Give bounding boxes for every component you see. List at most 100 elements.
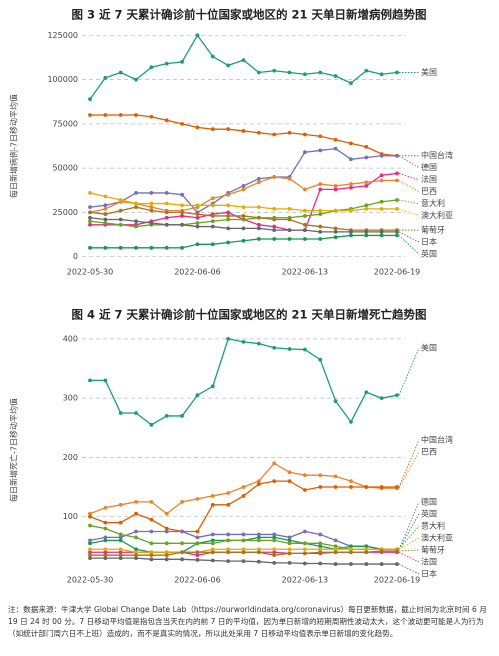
data-point [287, 347, 292, 351]
data-point [164, 550, 169, 555]
data-point [241, 532, 246, 537]
data-point [226, 127, 231, 132]
data-point [118, 520, 123, 525]
data-point [349, 185, 353, 190]
data-point [118, 70, 123, 75]
data-point [287, 535, 292, 540]
data-point [226, 538, 231, 543]
footnote: 注：数据来源：牛津大学 Global Change Date Lab（https… [8, 605, 487, 638]
label-connector [398, 513, 420, 550]
data-point [256, 479, 261, 484]
y-tick-label: 25000 [53, 208, 78, 217]
data-point [180, 222, 185, 227]
data-point [149, 557, 154, 562]
data-point [303, 222, 307, 227]
data-point [149, 553, 154, 558]
data-point [395, 198, 399, 202]
y-tick-label: 75000 [53, 119, 78, 128]
data-point [333, 562, 338, 566]
data-point [333, 544, 338, 549]
data-point [103, 538, 108, 543]
data-point [395, 233, 399, 238]
y-tick-label: 400 [63, 334, 78, 343]
x-tick-label: 2022-06-19 [374, 268, 421, 277]
data-point [379, 206, 384, 211]
data-point [195, 393, 200, 398]
data-point [364, 229, 369, 234]
data-point [226, 63, 231, 68]
data-point [210, 219, 215, 224]
x-tick-label: 2022-06-06 [174, 268, 221, 277]
data-point [287, 470, 292, 475]
data-point [164, 191, 169, 195]
label-connector [398, 231, 420, 243]
data-point [134, 205, 138, 209]
data-point [226, 217, 231, 222]
data-point [118, 532, 123, 537]
data-point [210, 541, 215, 546]
label-connector [398, 451, 420, 489]
data-point [256, 176, 261, 181]
data-point [226, 559, 231, 564]
data-point [195, 224, 200, 229]
data-point [256, 341, 261, 346]
data-point [303, 132, 307, 137]
legend-label: 葡萄牙 [421, 545, 445, 555]
data-point [210, 550, 215, 555]
data-point [287, 176, 292, 181]
label-connector [398, 208, 420, 217]
data-point [287, 217, 292, 222]
data-point [118, 222, 123, 227]
data-point [318, 134, 323, 139]
legend-label: 美国 [421, 342, 437, 352]
data-point [134, 77, 138, 82]
data-point [210, 224, 215, 229]
data-point [272, 237, 277, 241]
data-point [349, 233, 353, 238]
chart-title: 图 4 近 7 天累计确诊前十位国家或地区的 21 天单日新增死亡趋势图 [71, 308, 426, 322]
data-point [287, 541, 292, 546]
data-point [210, 54, 215, 59]
data-point [149, 114, 154, 119]
data-point [226, 547, 231, 552]
data-point [88, 219, 92, 224]
data-point [118, 198, 123, 202]
data-point [272, 550, 277, 555]
data-point [379, 562, 384, 566]
data-point [349, 485, 353, 489]
data-point [241, 217, 246, 222]
data-point [241, 238, 246, 243]
label-connector [398, 173, 420, 181]
data-point [103, 520, 108, 525]
data-point [88, 556, 92, 561]
legend-label: 意大利 [421, 198, 445, 208]
data-point [195, 558, 200, 562]
data-point [364, 206, 369, 211]
data-point [287, 206, 292, 211]
data-point [88, 97, 92, 101]
data-point [272, 479, 277, 484]
data-point [349, 141, 353, 146]
data-point [318, 182, 323, 186]
data-point [333, 226, 338, 231]
data-point [364, 562, 369, 566]
data-point [195, 33, 200, 38]
data-point [180, 214, 185, 218]
label-connector [398, 347, 420, 396]
data-point [349, 182, 353, 186]
legend-label: 意大利 [421, 521, 445, 531]
data-point [118, 535, 123, 540]
legend-label: 中国台湾 [421, 434, 453, 444]
data-point [333, 485, 338, 489]
data-point [88, 222, 92, 227]
label-connector [398, 199, 420, 205]
data-point [210, 203, 215, 208]
series-line [89, 34, 398, 100]
legend-label: 葡萄牙 [421, 225, 445, 235]
data-point [103, 212, 108, 217]
data-point [195, 242, 200, 247]
data-point [318, 229, 323, 234]
data-point [333, 399, 338, 404]
data-point [164, 201, 169, 206]
data-point [395, 171, 399, 176]
